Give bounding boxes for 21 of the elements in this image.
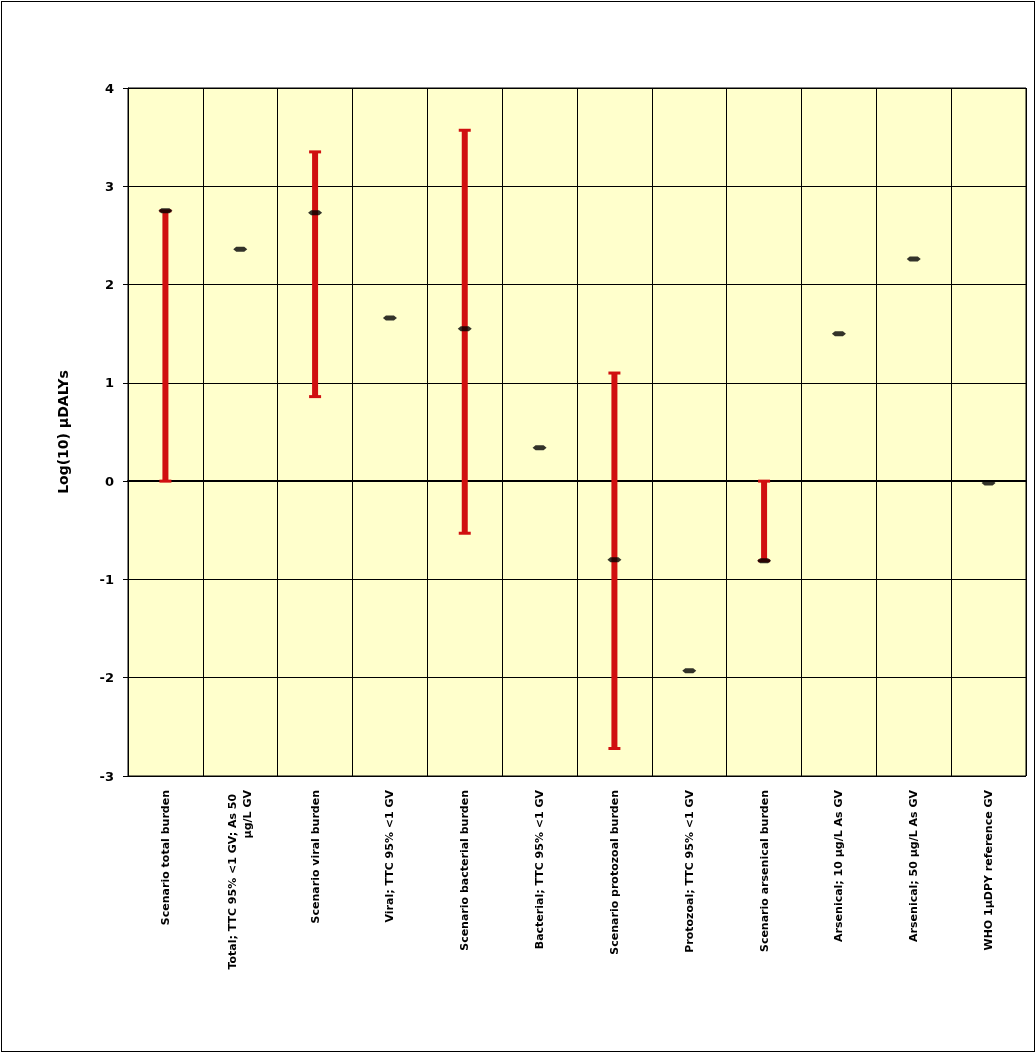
x-tick-label: Arsenical; 10 µg/L As GV xyxy=(832,789,846,942)
x-tick-label: WHO 1µDPY reference GV xyxy=(982,789,996,951)
x-tick-label: Arsenical; 50 µg/L As GV xyxy=(907,789,921,942)
x-tick-label: Scenario total burden xyxy=(158,790,172,926)
y-tick-label: -2 xyxy=(99,670,114,686)
y-axis-title: Log(10) µDALYs xyxy=(55,370,71,494)
x-tick-label: Scenario protozoal burden xyxy=(607,790,621,955)
y-tick-label: 4 xyxy=(104,80,114,96)
x-tick-label: Bacterial; TTC 95% <1 GV xyxy=(533,789,547,950)
x-tick-label: Protozoal; TTC 95% <1 GV xyxy=(682,789,696,953)
x-tick-label: Viral; TTC 95% <1 GV xyxy=(383,789,397,923)
y-tick-label: 1 xyxy=(104,375,114,391)
x-tick-label: Scenario bacterial burden xyxy=(458,790,472,951)
y-tick-label: -3 xyxy=(99,768,114,784)
x-tick-label: Total; TTC 95% <1 GV; As 50 µg/L GV xyxy=(226,789,255,970)
y-tick-label: 2 xyxy=(104,277,114,293)
y-tick-label: 0 xyxy=(104,473,114,489)
x-tick-label: Scenario viral burden xyxy=(308,790,322,924)
x-tick-label: Scenario arsenical burden xyxy=(757,790,771,953)
y-tick-label: -1 xyxy=(99,571,114,587)
y-tick-label: 3 xyxy=(104,178,114,194)
